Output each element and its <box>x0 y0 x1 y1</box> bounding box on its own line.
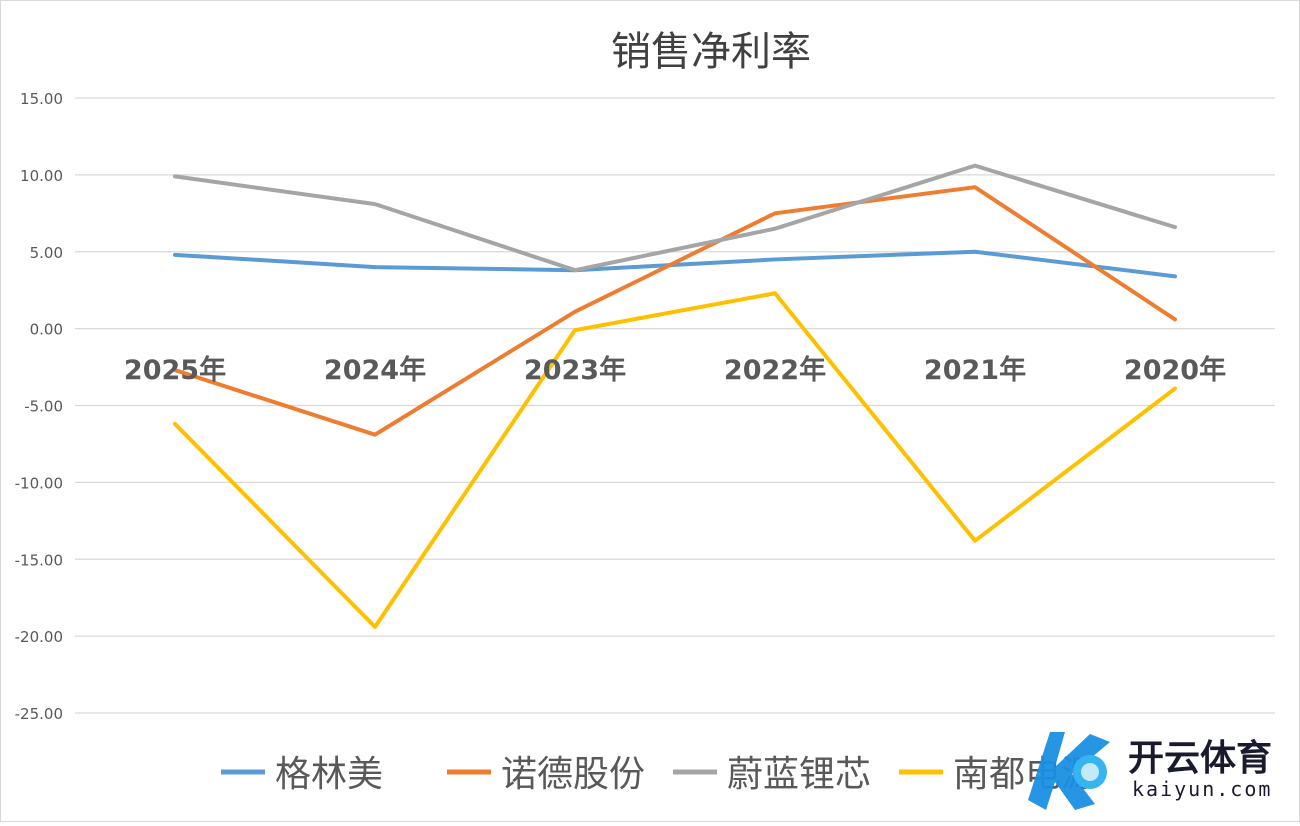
x-tick-label: 2023年 <box>524 354 626 386</box>
x-tick-label: 2021年 <box>924 354 1026 386</box>
legend-label: 格林美 <box>275 754 383 795</box>
y-tick-label: -25.00 <box>15 705 63 723</box>
x-tick-label: 2020年 <box>1124 354 1226 386</box>
x-tick-label: 2025年 <box>124 354 226 386</box>
y-tick-label: -20.00 <box>15 628 63 646</box>
series-line-1 <box>173 185 1177 437</box>
y-tick-label: -10.00 <box>15 474 63 492</box>
y-tick-label: -5.00 <box>24 398 63 416</box>
svg-text:开云体育: 开云体育 <box>1128 738 1272 779</box>
watermark-logo: 开云体育 kaiyun.com <box>1010 722 1300 822</box>
y-tick-label: -15.00 <box>15 551 63 569</box>
legend-label: 蔚蓝锂芯 <box>727 754 871 795</box>
y-tick-label: 15.00 <box>20 90 63 108</box>
svg-text:kaiyun.com: kaiyun.com <box>1132 777 1272 801</box>
y-tick-label: 0.00 <box>30 321 63 339</box>
chart-title: 销售净利率 <box>611 29 811 75</box>
series-line-3 <box>173 291 1177 629</box>
y-tick-label: 10.00 <box>20 167 63 185</box>
kaiyun-logo-icon: 开云体育 kaiyun.com <box>1028 732 1272 810</box>
x-tick-label: 2024年 <box>324 354 426 386</box>
series-line-0 <box>173 249 1177 279</box>
y-tick-label: 5.00 <box>30 244 63 262</box>
x-tick-label: 2022年 <box>724 354 826 386</box>
legend-label: 诺德股份 <box>501 754 645 795</box>
series-line-2 <box>173 163 1177 273</box>
